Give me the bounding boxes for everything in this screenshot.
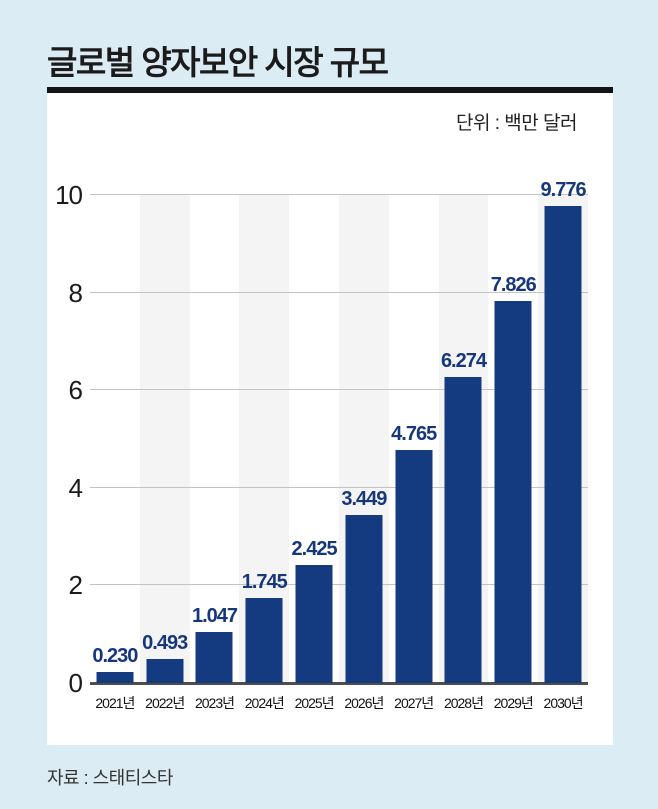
baseline xyxy=(90,682,588,685)
x-axis-label: 2030년 xyxy=(543,695,584,711)
gridline xyxy=(90,584,588,586)
gridlines-layer: 0 2 4 6 8 10 xyxy=(55,182,588,696)
bar-column: 7.826 xyxy=(488,195,538,683)
y-tick-label: 10 xyxy=(55,180,83,210)
bar xyxy=(96,671,134,683)
y-tick-label: 6 xyxy=(68,375,83,406)
x-axis-label: 2027년 xyxy=(394,695,434,711)
bar xyxy=(444,376,482,683)
x-axis-label: 2025년 xyxy=(294,695,335,711)
bar-column: 9.776 xyxy=(538,180,588,683)
bar xyxy=(295,564,333,683)
x-axis-label: 2023년 xyxy=(194,695,235,711)
x-axis-label: 2028년 xyxy=(443,695,484,711)
y-tick-label: 4 xyxy=(68,472,83,503)
bar-column: 4.765 xyxy=(389,195,439,683)
bar-column: 2.425 xyxy=(289,195,339,683)
x-axis-label: 2024년 xyxy=(244,695,285,711)
gridline xyxy=(90,389,588,391)
bar-value-label: 3.449 xyxy=(341,487,387,510)
y-tick-label: 8 xyxy=(68,277,83,308)
bar xyxy=(245,597,283,683)
bar-value-label: 7.826 xyxy=(490,274,537,297)
unit-label: 단위 : 백만 달러 xyxy=(456,113,578,134)
x-axis-label: 2026년 xyxy=(344,695,384,711)
x-axis-label: 2022년 xyxy=(145,695,185,711)
bar-column: 0.230 xyxy=(90,195,140,683)
source-label: 자료 : 스태티스타 xyxy=(47,768,173,788)
x-axis-label: 2029년 xyxy=(493,695,534,711)
bar xyxy=(395,450,433,683)
bar-column: 1.047 xyxy=(190,195,240,683)
bar-column: 6.274 xyxy=(439,195,489,683)
bar-column: 0.493 xyxy=(140,195,190,683)
bar-value-label: 6.274 xyxy=(440,349,487,372)
bar-column: 3.449 xyxy=(339,195,389,683)
x-axis-labels-row: 2021년 2022년 2023년 2024년 2025년 2026년 2027년 2028년… xyxy=(90,693,588,713)
y-tick-label: 0 xyxy=(68,668,83,698)
bar-value-label: 0.493 xyxy=(142,631,188,654)
bar-value-label: 1.047 xyxy=(191,604,238,627)
x-axis-label: 2021년 xyxy=(95,695,135,711)
gridline xyxy=(90,291,588,293)
bar xyxy=(195,631,233,683)
bar xyxy=(146,658,184,683)
bar-value-label: 0.230 xyxy=(92,644,138,667)
column-band xyxy=(139,195,190,683)
bar xyxy=(345,514,383,683)
bar-value-label: 2.425 xyxy=(291,537,338,560)
bar xyxy=(494,301,532,683)
bar xyxy=(544,205,582,683)
bars-layer: 0.230 0.493 1.047 1.745 2.425 3.449 4.765 6.274… xyxy=(90,180,588,683)
bar-value-label: 9.776 xyxy=(540,178,587,201)
bar-column: 1.745 xyxy=(239,195,289,683)
y-tick-label: 2 xyxy=(68,570,83,601)
bar-value-label: 4.765 xyxy=(391,423,437,446)
page-title: 글로벌 양자보안 시장 규모 xyxy=(47,44,389,81)
gridline xyxy=(90,486,588,488)
plot-area: 0 2 4 6 8 10 0.230 0.493 1.047 1.745 2.425 3.449 4.… xyxy=(55,180,588,696)
gridline xyxy=(90,194,588,195)
chart-panel: 단위 : 백만 달러 0 2 4 6 8 10 0.230 0.493 1.047 1.745 2… xyxy=(47,87,613,745)
bar-value-label: 1.745 xyxy=(241,570,288,593)
